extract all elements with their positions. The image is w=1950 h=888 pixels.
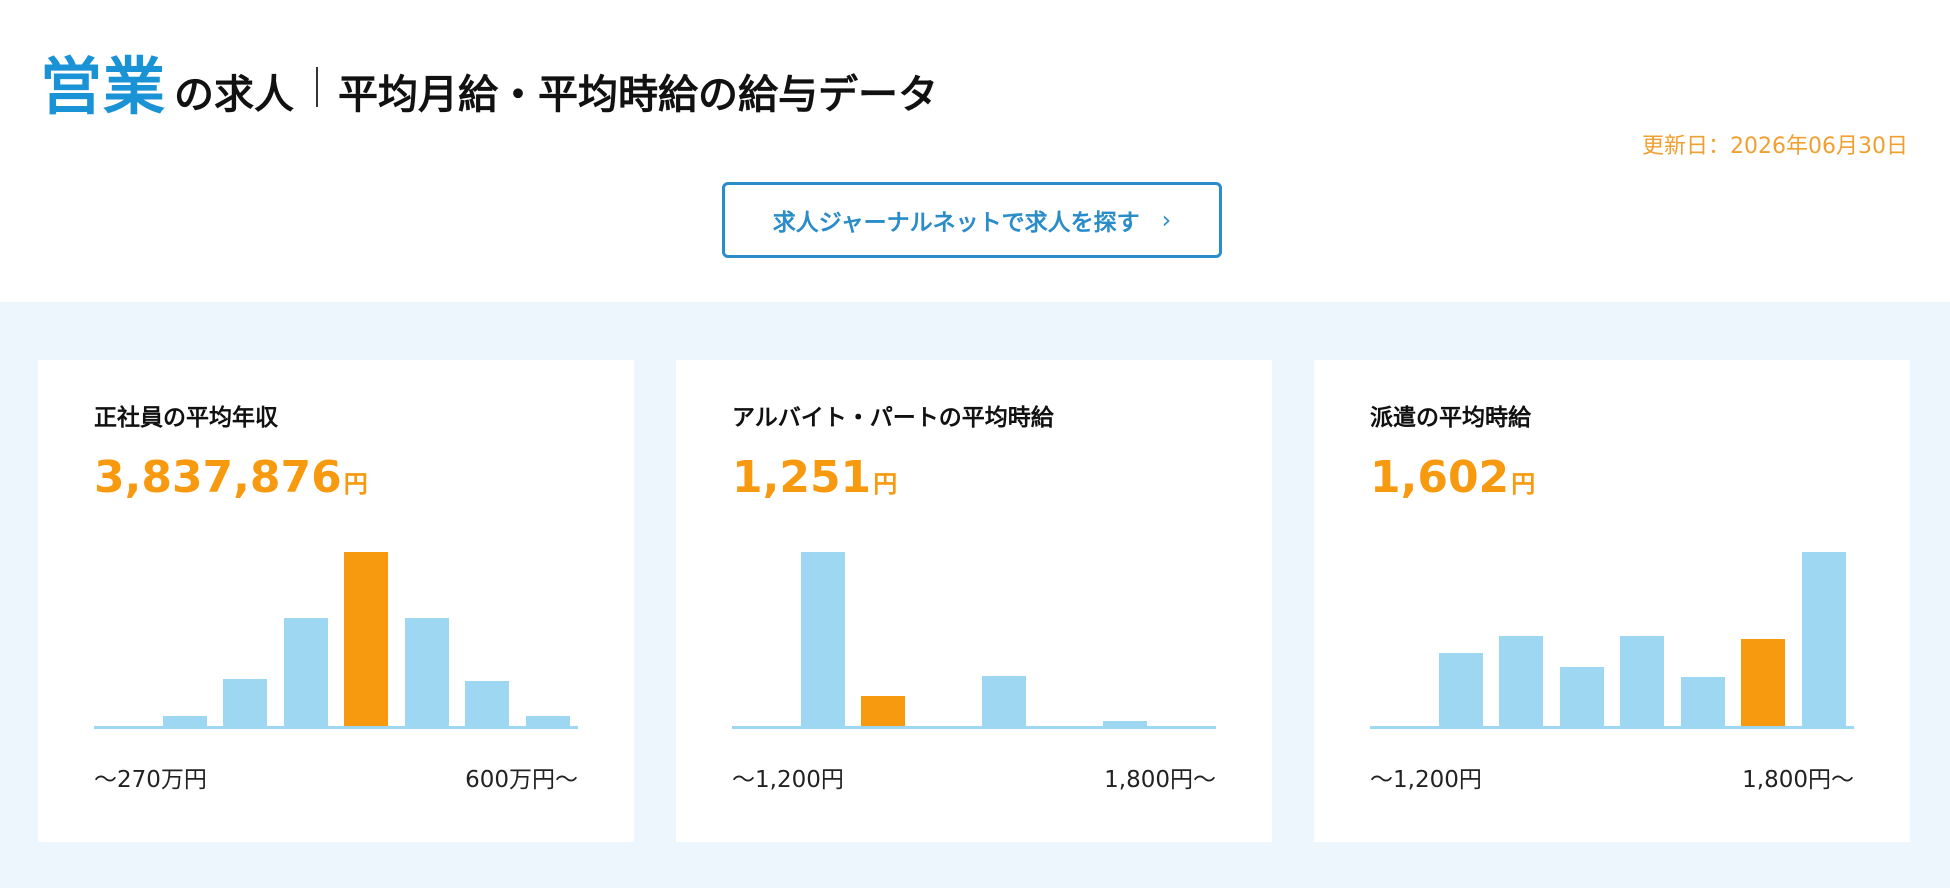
search-jobs-button[interactable]: 求人ジャーナルネットで求人を探す › — [722, 182, 1222, 258]
card-value: 3,837,876円 — [94, 452, 368, 503]
histogram-bar — [1620, 636, 1664, 726]
title-main: 平均月給・平均時給の給与データ — [338, 72, 939, 118]
card-value-number: 1,602 — [1370, 452, 1510, 503]
card-value-number: 1,251 — [732, 452, 872, 503]
salary-card-fulltime: 正社員の平均年収 3,837,876円 〜270万円 600万円〜 — [38, 360, 634, 842]
histogram-bar — [284, 618, 328, 726]
card-value: 1,602円 — [1370, 452, 1535, 503]
card-title: 正社員の平均年収 — [94, 405, 278, 431]
salary-histogram — [732, 552, 1216, 729]
page-header: 営業 の求人 平均月給・平均時給の給与データ 更新日：2026年06月30日 求… — [0, 0, 1950, 302]
histogram-bar — [1560, 667, 1604, 726]
salary-histogram — [1370, 552, 1854, 729]
histogram-bar — [405, 618, 449, 726]
histogram-bar — [1103, 721, 1147, 726]
card-title: アルバイト・パートの平均時給 — [732, 405, 1054, 431]
histogram-bar-highlight — [344, 552, 388, 726]
card-value: 1,251円 — [732, 452, 897, 503]
histogram-bar — [1499, 636, 1543, 726]
axis-min-label: 〜1,200円 — [1370, 767, 1482, 793]
axis-max-label: 600万円〜 — [465, 767, 578, 793]
histogram-bar-highlight — [1741, 639, 1785, 726]
histogram-bar — [1681, 677, 1725, 726]
histogram-bar-highlight — [861, 696, 905, 726]
search-jobs-button-label: 求人ジャーナルネットで求人を探す — [772, 210, 1140, 236]
histogram-bar — [1439, 653, 1483, 726]
histogram-bar — [163, 716, 207, 726]
histogram-bar — [223, 679, 267, 726]
chevron-right-icon: › — [1161, 206, 1172, 234]
card-value-unit: 円 — [873, 470, 898, 498]
title-divider — [316, 67, 319, 107]
axis-min-label: 〜1,200円 — [732, 767, 844, 793]
card-value-unit: 円 — [1511, 470, 1536, 498]
salary-card-parttime: アルバイト・パートの平均時給 1,251円 〜1,200円 1,800円〜 — [676, 360, 1272, 842]
axis-max-label: 1,800円〜 — [1742, 767, 1854, 793]
salary-histogram — [94, 552, 578, 729]
title-suffix: の求人 — [174, 72, 295, 118]
card-value-unit: 円 — [343, 470, 368, 498]
card-title: 派遣の平均時給 — [1370, 405, 1531, 431]
axis-min-label: 〜270万円 — [94, 767, 207, 793]
histogram-baseline — [732, 726, 1216, 729]
updated-date: 更新日：2026年06月30日 — [1642, 134, 1908, 159]
page-title: 営業 の求人 平均月給・平均時給の給与データ — [40, 36, 938, 126]
card-value-number: 3,837,876 — [94, 452, 342, 503]
histogram-bar — [465, 681, 509, 726]
histogram-bar — [801, 552, 845, 726]
histogram-bar — [982, 676, 1026, 726]
histogram-bar — [1802, 552, 1846, 726]
histogram-bar — [526, 716, 570, 726]
salary-card-dispatch: 派遣の平均時給 1,602円 〜1,200円 1,800円〜 — [1314, 360, 1910, 842]
title-keyword: 営業 — [40, 50, 167, 123]
axis-max-label: 1,800円〜 — [1104, 767, 1216, 793]
histogram-baseline — [94, 726, 578, 729]
histogram-baseline — [1370, 726, 1854, 729]
salary-stats-panel: 正社員の平均年収 3,837,876円 〜270万円 600万円〜 アルバイト・… — [0, 302, 1950, 888]
